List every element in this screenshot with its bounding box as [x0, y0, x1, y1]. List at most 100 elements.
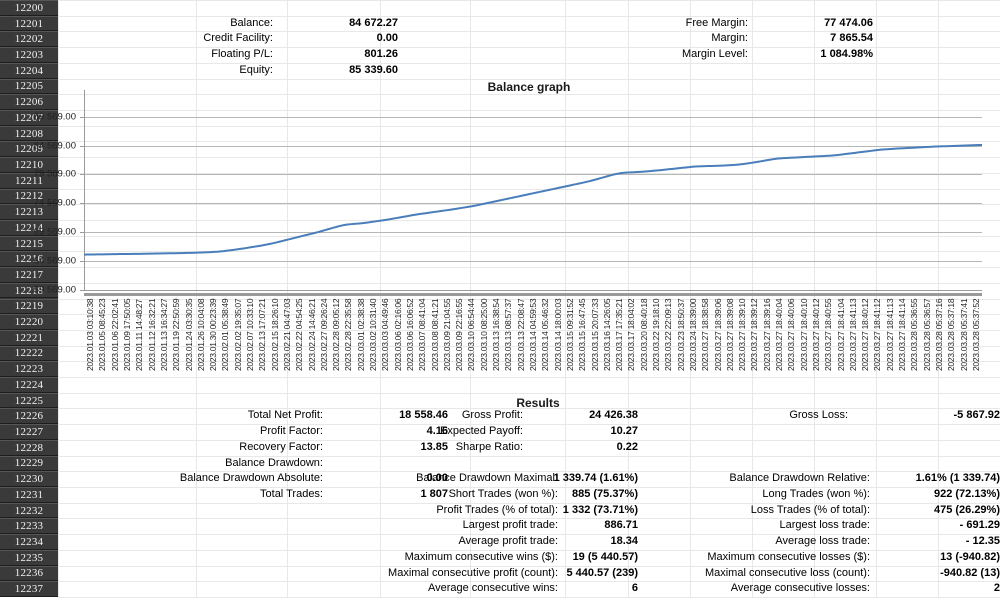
row-header[interactable]: 12224: [0, 377, 58, 393]
chart-x-tick-label: 2023.03.22 19:18:10: [651, 298, 661, 371]
chart-x-tick-label: 2023.03.27 18:38:58: [700, 298, 711, 371]
row-header[interactable]: 12210: [0, 157, 58, 173]
row-header[interactable]: 12227: [0, 424, 58, 440]
grid-row-line: [58, 471, 1000, 472]
row-header[interactable]: 12208: [0, 125, 58, 142]
stat-label: Profit Trades (% of total):: [436, 503, 558, 516]
row-header[interactable]: 12200: [0, 0, 58, 16]
row-header[interactable]: 12237: [0, 581, 58, 597]
grid-row-line: [58, 314, 1000, 315]
stat-label: Recovery Factor:: [239, 440, 323, 453]
chart-x-tick-label: 2023.03.03 04:49:46: [380, 298, 391, 371]
chart-x-tick-label: 2023.03.17 17:35:21: [614, 298, 625, 371]
stat-label: Average consecutive wins:: [427, 582, 558, 595]
grid-row-line: [58, 330, 1000, 331]
balance-graph[interactable]: Balance graph 59 569.00 64 569.00 69 569.0…: [34, 80, 1000, 380]
chart-x-tick-label: 2023.03.27 18:41:13: [884, 298, 895, 371]
stat-label: Maximum consecutive losses ($):: [707, 550, 870, 563]
chart-x-tick-label: 2023.03.27 18:41:13: [847, 298, 858, 371]
chart-y-tickmark: [80, 116, 84, 118]
row-header[interactable]: 12204: [0, 62, 58, 79]
stat-label: Equity:: [239, 63, 273, 76]
row-header[interactable]: 12209: [0, 141, 58, 158]
row-header[interactable]: 12220: [0, 314, 58, 330]
row-header[interactable]: 12221: [0, 329, 58, 346]
row-header[interactable]: 12233: [0, 518, 58, 535]
stat-label: Average loss trade:: [775, 535, 870, 548]
chart-x-axis-band: [84, 293, 982, 296]
grid-row-line: [58, 377, 1000, 378]
chart-x-tick-label: 2023.03.27 18:39:06: [712, 298, 723, 371]
row-header[interactable]: 12230: [0, 471, 58, 488]
grid-row-line: [58, 79, 1000, 80]
row-header[interactable]: 12206: [0, 94, 58, 110]
grid-row-line: [58, 189, 1000, 190]
row-header[interactable]: 12225: [0, 392, 58, 409]
row-header[interactable]: 12212: [0, 188, 58, 205]
chart-x-tick-label: 2023.03.27 18:39:08: [724, 298, 735, 371]
chart-y-tickmark: [80, 261, 84, 263]
chart-gridline: [84, 116, 982, 118]
grid-row-line: [58, 440, 1000, 441]
row-header[interactable]: 12201: [0, 15, 58, 32]
stat-value: 6: [631, 582, 638, 595]
row-header[interactable]: 12211: [0, 172, 58, 189]
stat-value: 2: [993, 582, 1000, 595]
row-header[interactable]: 12215: [0, 235, 58, 252]
balance-series: [84, 143, 982, 256]
row-header[interactable]: 12223: [0, 361, 58, 378]
chart-x-tick-label: 2023.03.06 16:06:52: [404, 298, 415, 371]
row-header[interactable]: 12232: [0, 502, 58, 519]
row-header[interactable]: 12203: [0, 47, 58, 63]
stat-label: Short Trades (won %):: [448, 488, 558, 501]
chart-x-tick-label: 2023.03.09 21:04:55: [441, 298, 452, 371]
chart-gridline: [84, 232, 982, 234]
chart-gridline: [84, 261, 982, 263]
row-header[interactable]: 12217: [0, 267, 58, 283]
stat-value: 886.71: [604, 519, 638, 532]
row-header[interactable]: 12218: [0, 282, 58, 299]
row-header[interactable]: 12216: [0, 251, 58, 268]
chart-x-tick-label: 2023.03.27 18:40:55: [823, 298, 834, 371]
chart-y-tick-label: 74 569.00: [33, 197, 76, 209]
row-header[interactable]: 12219: [0, 298, 58, 315]
chart-x-tick-label: 2023.03.13 16:38:54: [491, 298, 502, 371]
stat-label: Balance Drawdown Relative:: [729, 472, 870, 485]
chart-y-tickmark: [80, 290, 84, 291]
chart-x-tick-label: 2023.03.27 18:41:04: [835, 298, 846, 371]
chart-x-tick-label: 2023.03.27 18:40:10: [798, 298, 809, 371]
chart-x-axis-labels: 2023.01.03 03:10:38 2023.01.05 08:45:23 20…: [84, 293, 982, 371]
row-header[interactable]: 12213: [0, 204, 58, 220]
chart-x-tick-label: 2023.03.13 08:57:37: [503, 298, 514, 371]
row-header[interactable]: 12207: [0, 109, 58, 126]
chart-x-tick-label: 2023.02.02 19:35:07: [232, 298, 243, 371]
stat-value: 7 865.54: [830, 32, 873, 45]
grid-col-line: [628, 0, 629, 597]
chart-x-tick-label: 2023.03.27 18:40:06: [786, 298, 797, 371]
stat-value: 5 440.57 (239): [566, 566, 638, 579]
grid-row-line: [58, 63, 1000, 64]
chart-x-tick-label: 2023.02.28 09:05:12: [331, 298, 342, 371]
chart-y-tick-label: 64 569.00: [33, 255, 76, 267]
row-header[interactable]: 12202: [0, 31, 58, 48]
grid-col-line: [752, 0, 753, 597]
row-header[interactable]: 12222: [0, 345, 58, 362]
chart-x-tick-label: 2023.03.28 05:36:55: [909, 298, 920, 371]
stat-label: Margin Level:: [681, 48, 748, 61]
row-header[interactable]: 12214: [0, 219, 58, 236]
stat-value: - 12.35: [965, 535, 1000, 548]
grid-row-line: [58, 534, 1000, 535]
row-header[interactable]: 12235: [0, 549, 58, 566]
row-header[interactable]: 12226: [0, 408, 58, 425]
row-header[interactable]: 12231: [0, 487, 58, 503]
stat-value: 84 672.27: [349, 16, 398, 29]
stat-label: Maximum consecutive wins ($):: [404, 550, 558, 563]
row-header[interactable]: 12229: [0, 455, 58, 472]
row-header[interactable]: 12228: [0, 439, 58, 456]
row-header[interactable]: 12236: [0, 565, 58, 582]
row-header[interactable]: 12205: [0, 78, 58, 95]
stat-value: 0.00: [376, 32, 398, 45]
chart-x-tick-label: 2023.03.07 08:41:04: [417, 298, 428, 371]
row-header[interactable]: 12234: [0, 534, 58, 550]
row-header-gutter[interactable]: 12200 12201 12202 12203 12204 12205 12206 12207…: [0, 0, 58, 597]
